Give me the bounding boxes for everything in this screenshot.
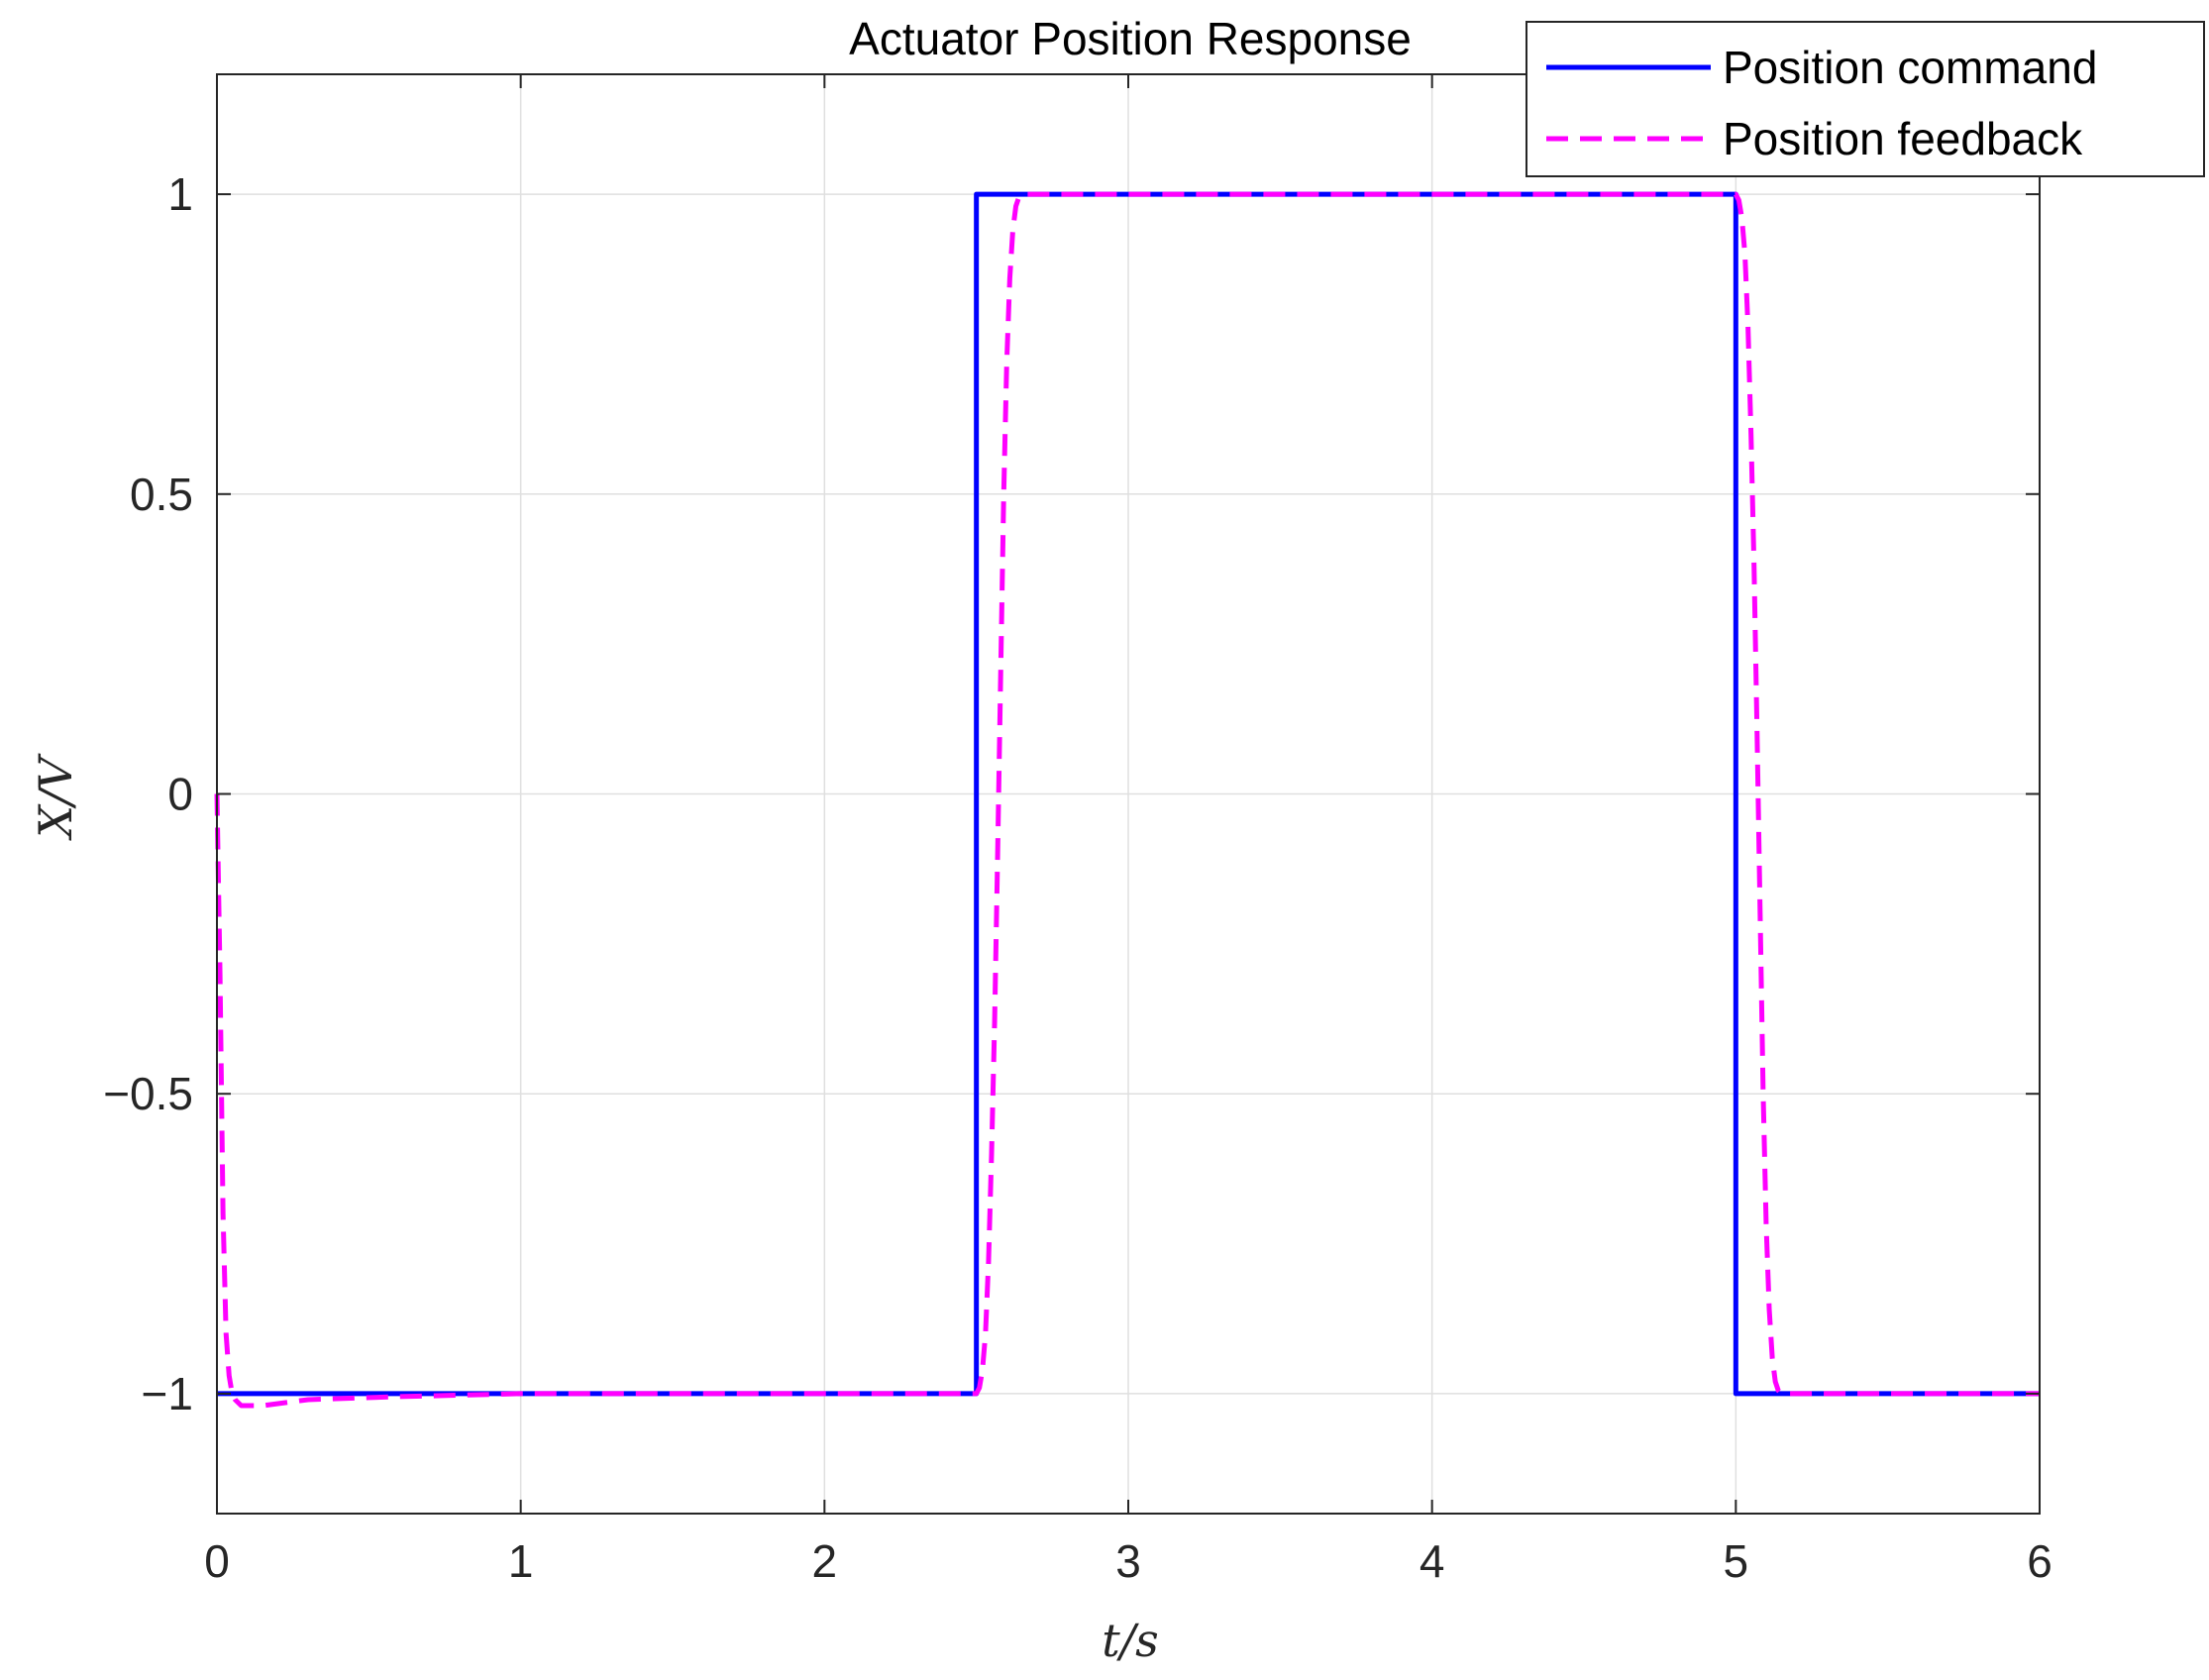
x-axis-label: t/s	[1102, 1614, 1159, 1667]
x-tick-label: 6	[2027, 1535, 2052, 1587]
x-tick-label: 3	[1115, 1535, 1141, 1587]
y-axis-label: X/V	[29, 752, 82, 840]
chart-title: Actuator Position Response	[849, 13, 1412, 64]
legend-box	[1525, 21, 2205, 177]
y-tick-label: 1	[167, 168, 193, 220]
x-tick-label: 4	[1420, 1535, 1445, 1587]
grid	[217, 74, 2040, 1514]
plot-lines	[214, 191, 2040, 1409]
y-tick-label: 0	[167, 769, 193, 820]
ticks: 0 1 2 3 4 5 6 −1 −0.5 0 0.5 1	[103, 74, 2052, 1587]
y-tick-label: −0.5	[103, 1068, 193, 1119]
x-tick-label: 2	[812, 1535, 838, 1587]
x-tick-label: 1	[508, 1535, 534, 1587]
x-tick-label: 0	[204, 1535, 230, 1587]
y-tick-label: 0.5	[130, 469, 193, 520]
legend-label: Position feedback	[1723, 113, 2083, 164]
x-tick-label: 5	[1724, 1535, 1749, 1587]
legend: Position command Position feedback	[1525, 21, 2205, 177]
y-tick-label: −1	[142, 1368, 193, 1419]
legend-label: Position command	[1723, 42, 2097, 93]
